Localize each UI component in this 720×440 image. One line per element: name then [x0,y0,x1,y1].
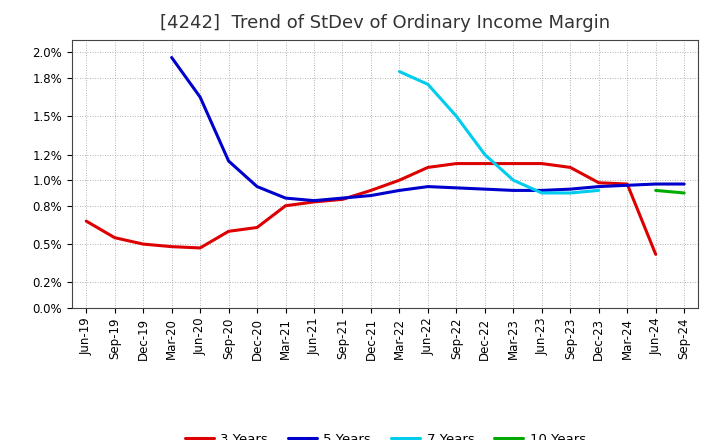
7 Years [395,69,404,74]
5 Years [366,193,375,198]
3 Years [167,244,176,249]
3 Years [395,178,404,183]
Line: 10 Years: 10 Years [656,191,684,193]
Legend: 3 Years, 5 Years, 7 Years, 10 Years: 3 Years, 5 Years, 7 Years, 10 Years [179,427,591,440]
5 Years [566,187,575,192]
7 Years [509,178,518,183]
5 Years [310,198,318,203]
7 Years [423,82,432,87]
5 Years [623,183,631,188]
5 Years [338,195,347,201]
5 Years [167,55,176,60]
5 Years [423,184,432,189]
Line: 5 Years: 5 Years [171,58,684,201]
5 Years [282,195,290,201]
3 Years [225,229,233,234]
5 Years [395,188,404,193]
3 Years [139,242,148,247]
3 Years [338,197,347,202]
5 Years [452,185,461,191]
5 Years [652,181,660,187]
10 Years [680,191,688,196]
3 Years [366,188,375,193]
3 Years [623,181,631,187]
3 Years [196,245,204,250]
Title: [4242]  Trend of StDev of Ordinary Income Margin: [4242] Trend of StDev of Ordinary Income… [160,15,611,33]
7 Years [452,114,461,119]
7 Years [566,191,575,196]
3 Years [452,161,461,166]
7 Years [480,152,489,157]
5 Years [509,188,518,193]
7 Years [595,188,603,193]
5 Years [196,95,204,100]
7 Years [537,191,546,196]
Line: 7 Years: 7 Years [400,72,599,193]
5 Years [537,188,546,193]
3 Years [310,199,318,205]
3 Years [566,165,575,170]
3 Years [480,161,489,166]
3 Years [253,225,261,230]
3 Years [537,161,546,166]
3 Years [652,252,660,257]
3 Years [509,161,518,166]
5 Years [253,184,261,189]
5 Years [225,158,233,164]
3 Years [595,180,603,185]
5 Years [595,184,603,189]
3 Years [282,203,290,209]
3 Years [110,235,119,240]
3 Years [423,165,432,170]
3 Years [82,218,91,224]
10 Years [652,188,660,193]
Line: 3 Years: 3 Years [86,164,656,254]
5 Years [680,181,688,187]
5 Years [480,187,489,192]
